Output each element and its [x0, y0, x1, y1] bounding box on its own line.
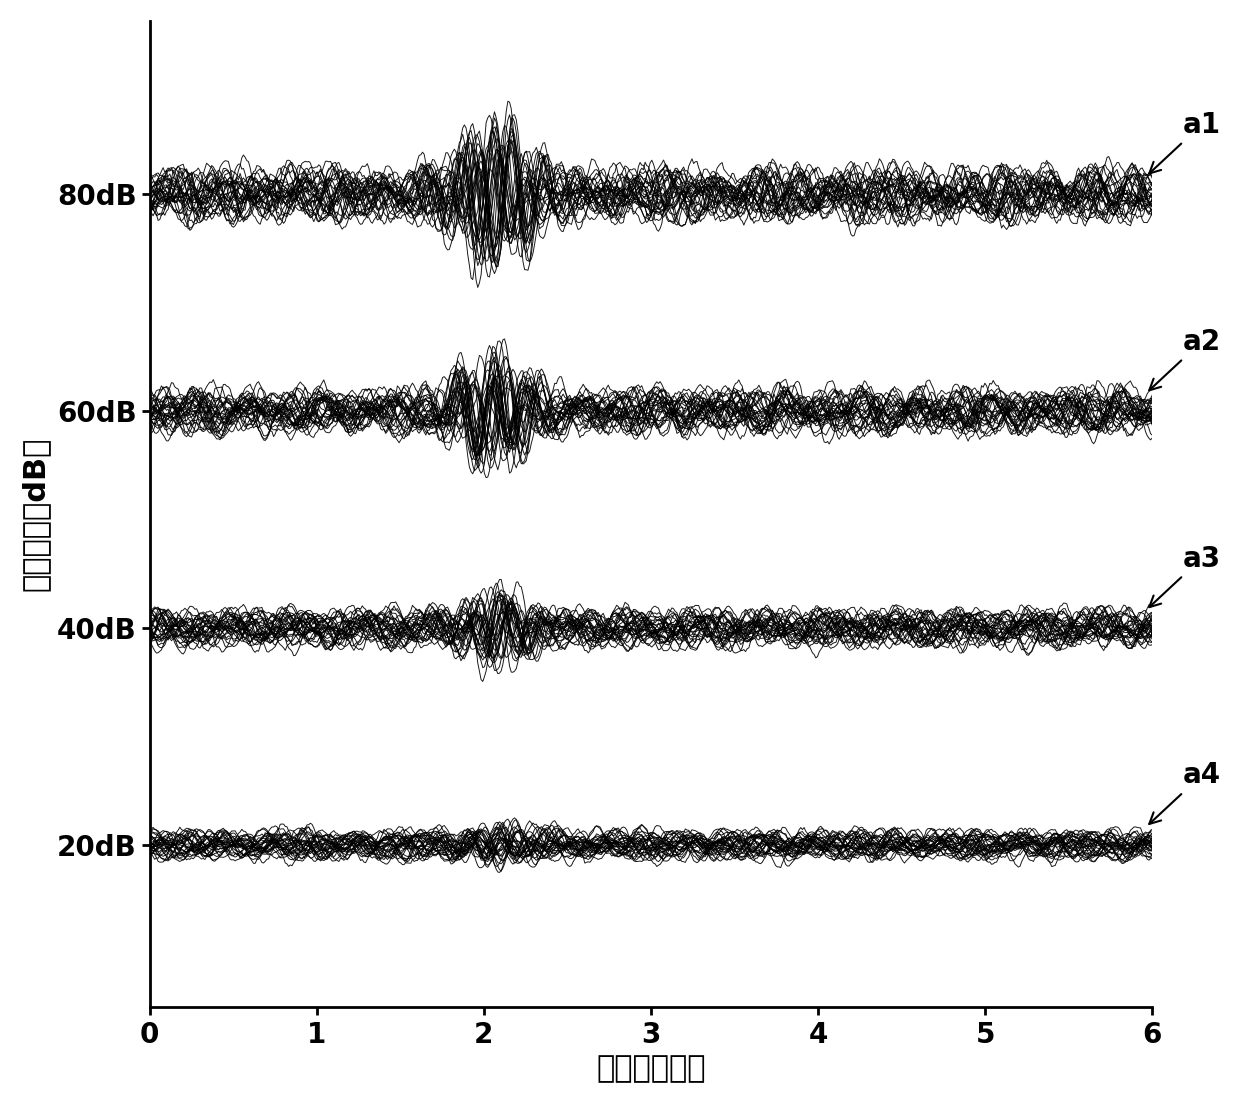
- Y-axis label: 测试声强（dB）: 测试声强（dB）: [21, 437, 50, 592]
- Text: a4: a4: [1149, 762, 1220, 824]
- X-axis label: 时间（毫秒）: 时间（毫秒）: [596, 1054, 706, 1083]
- Text: a1: a1: [1149, 110, 1220, 173]
- Text: a2: a2: [1149, 328, 1220, 391]
- Text: a3: a3: [1149, 544, 1220, 607]
